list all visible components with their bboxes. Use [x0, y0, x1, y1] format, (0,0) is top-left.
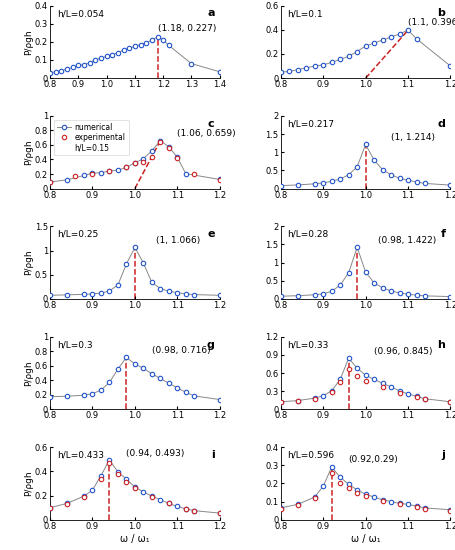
Text: g: g	[207, 339, 215, 350]
Text: (0.96, 0.845): (0.96, 0.845)	[374, 347, 433, 356]
Text: (0.94, 0.493): (0.94, 0.493)	[126, 449, 185, 458]
Text: j: j	[441, 450, 445, 460]
Text: d: d	[438, 119, 445, 129]
Text: h/L=0.433: h/L=0.433	[57, 451, 104, 460]
Text: a: a	[207, 8, 215, 18]
Legend: numerical, experimental, h/L=0.15: numerical, experimental, h/L=0.15	[54, 120, 129, 155]
Text: b: b	[438, 8, 445, 18]
Text: (1, 1.066): (1, 1.066)	[156, 236, 200, 245]
X-axis label: ω / ω₁: ω / ω₁	[120, 534, 150, 543]
Text: h/L=0.1: h/L=0.1	[288, 9, 323, 18]
Text: h: h	[438, 339, 445, 350]
Y-axis label: P/ρgh: P/ρgh	[25, 250, 34, 276]
Text: f: f	[440, 229, 445, 239]
Text: h/L=0.28: h/L=0.28	[288, 230, 329, 239]
Text: e: e	[207, 229, 215, 239]
Y-axis label: P/ρgh: P/ρgh	[24, 29, 33, 54]
Text: (1.1, 0.396): (1.1, 0.396)	[408, 18, 455, 26]
Text: h/L=0.054: h/L=0.054	[57, 9, 104, 18]
Text: (0.92,0.29): (0.92,0.29)	[349, 455, 399, 464]
Text: i: i	[211, 450, 215, 460]
X-axis label: ω / ω₁: ω / ω₁	[351, 534, 380, 543]
Text: h/L=0.3: h/L=0.3	[57, 340, 92, 349]
Y-axis label: P/ρgh: P/ρgh	[24, 471, 33, 496]
Text: (1.18, 0.227): (1.18, 0.227)	[157, 24, 216, 34]
Text: h/L=0.25: h/L=0.25	[57, 230, 98, 239]
Text: h/L=0.217: h/L=0.217	[288, 119, 334, 129]
Text: h/L=0.596: h/L=0.596	[288, 451, 335, 460]
Y-axis label: P/ρgh: P/ρgh	[24, 139, 33, 165]
Text: (1, 1.214): (1, 1.214)	[391, 133, 435, 142]
Text: h/L=0.33: h/L=0.33	[288, 340, 329, 349]
Text: (1.06, 0.659): (1.06, 0.659)	[177, 129, 236, 139]
Text: c: c	[208, 119, 215, 129]
Y-axis label: P/ρgh: P/ρgh	[24, 360, 33, 386]
Text: (0.98, 1.422): (0.98, 1.422)	[379, 236, 437, 245]
Text: (0.98, 0.716): (0.98, 0.716)	[152, 346, 211, 355]
